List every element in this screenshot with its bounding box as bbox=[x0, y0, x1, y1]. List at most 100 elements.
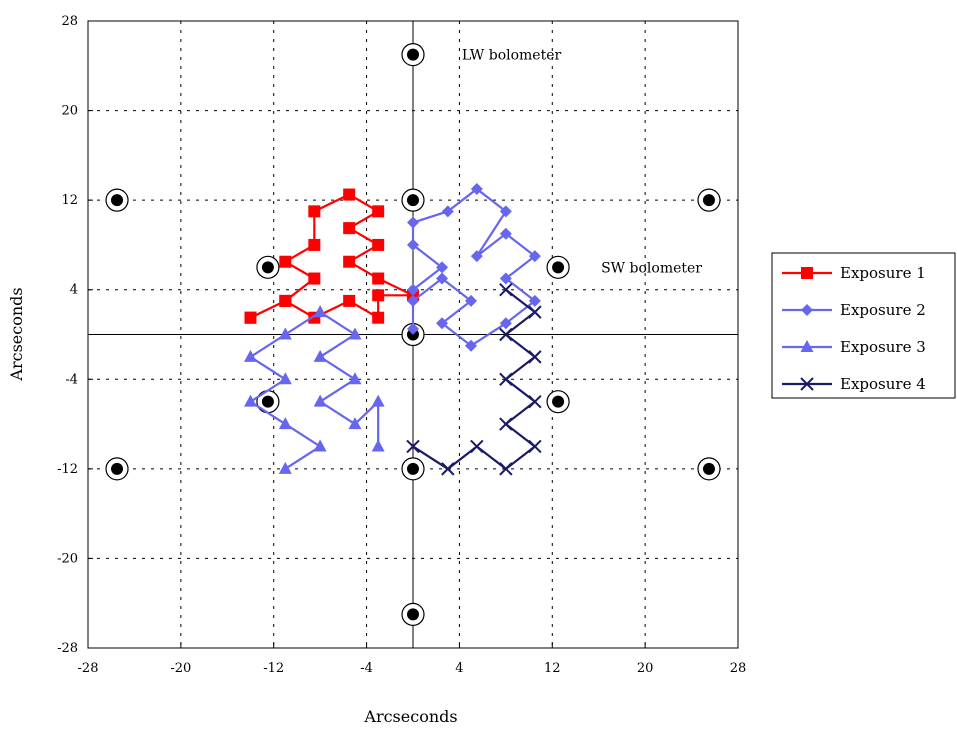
data-point bbox=[470, 182, 483, 195]
legend-marker bbox=[800, 377, 814, 391]
data-point bbox=[465, 339, 478, 352]
data-point bbox=[499, 417, 513, 431]
bolometer-dot bbox=[261, 395, 274, 408]
data-point bbox=[313, 394, 327, 407]
legend-marker bbox=[800, 340, 814, 352]
y-tick-label: -4 bbox=[65, 372, 78, 387]
data-point bbox=[407, 322, 419, 335]
bolometer bbox=[105, 188, 129, 212]
legend-entry: Exposure 1 bbox=[782, 264, 926, 282]
data-point bbox=[244, 394, 257, 407]
series bbox=[244, 182, 542, 476]
bolometer-dot bbox=[407, 608, 419, 621]
x-tick-label: 20 bbox=[637, 661, 654, 676]
series-line bbox=[250, 193, 414, 320]
bolometer-dot bbox=[261, 261, 274, 274]
data-point bbox=[407, 294, 419, 307]
legend-label: Exposure 3 bbox=[840, 338, 926, 356]
data-point bbox=[407, 216, 419, 229]
x-tick-label: -28 bbox=[78, 661, 99, 676]
data-point bbox=[528, 305, 542, 319]
data-point bbox=[371, 439, 385, 452]
series-3 bbox=[244, 305, 385, 474]
x-axis-label: Arcseconds bbox=[363, 707, 457, 726]
legend-entry: Exposure 2 bbox=[782, 301, 926, 319]
y-tick-label: 20 bbox=[61, 104, 78, 119]
data-point bbox=[278, 372, 292, 385]
x-tick-label: -12 bbox=[263, 661, 284, 676]
data-point bbox=[372, 238, 385, 251]
data-point bbox=[470, 250, 483, 263]
data-point bbox=[441, 205, 454, 218]
bolometer bbox=[401, 602, 425, 627]
data-point bbox=[308, 238, 321, 251]
data-point bbox=[244, 311, 257, 324]
data-point bbox=[470, 439, 484, 454]
data-point bbox=[313, 305, 327, 318]
data-point bbox=[499, 272, 512, 285]
bolometer bbox=[546, 255, 570, 279]
x-tick-label: 28 bbox=[730, 661, 747, 676]
data-point bbox=[313, 349, 327, 362]
x-tick-label: -20 bbox=[170, 661, 191, 676]
data-point bbox=[528, 439, 542, 454]
data-point bbox=[279, 294, 292, 307]
data-point bbox=[372, 205, 385, 218]
data-point bbox=[278, 417, 292, 430]
data-point bbox=[499, 317, 512, 330]
bolometer-dot bbox=[407, 194, 419, 207]
annotation: LW bolometer bbox=[462, 48, 562, 64]
x-tick-label: 12 bbox=[544, 661, 561, 676]
bolometer-dot bbox=[702, 194, 715, 207]
bolometer-dot bbox=[552, 261, 565, 274]
bolometer-dot bbox=[702, 462, 715, 475]
bolometer bbox=[697, 457, 721, 481]
x-tick-label: -4 bbox=[360, 661, 373, 676]
data-point bbox=[499, 205, 512, 218]
bolometer bbox=[546, 390, 570, 414]
data-point bbox=[343, 222, 356, 235]
legend-label: Exposure 4 bbox=[840, 375, 926, 393]
data-point bbox=[371, 394, 385, 407]
data-point bbox=[499, 283, 513, 297]
series-2 bbox=[407, 182, 541, 352]
data-point bbox=[313, 439, 327, 452]
bolometer-dot bbox=[111, 462, 124, 475]
series-1 bbox=[244, 188, 419, 324]
bolometer-dot bbox=[552, 395, 565, 408]
data-point bbox=[499, 372, 513, 386]
y-tick-label: -28 bbox=[57, 641, 78, 656]
bolometers bbox=[105, 42, 721, 627]
legend-marker bbox=[801, 267, 813, 279]
legend-label: Exposure 2 bbox=[840, 301, 926, 319]
legend-entry: Exposure 4 bbox=[782, 375, 926, 393]
data-point bbox=[528, 350, 542, 364]
data-point bbox=[278, 461, 292, 474]
data-point bbox=[308, 272, 321, 285]
legend-marker bbox=[801, 304, 813, 316]
legend-label: Exposure 1 bbox=[840, 264, 926, 282]
data-point bbox=[436, 272, 449, 285]
data-point bbox=[528, 294, 541, 307]
data-point bbox=[528, 394, 542, 409]
annotations: LW bolometer SW bolometer bbox=[462, 48, 702, 277]
bolometer bbox=[105, 457, 129, 481]
data-point bbox=[348, 417, 362, 430]
bolometer bbox=[401, 457, 425, 481]
data-point bbox=[348, 327, 362, 340]
tick-labels: -28 -20 -12 -4 4 12 20 28 -28 -20 -12 -4 4 12 20 28 bbox=[57, 14, 746, 676]
data-point bbox=[279, 255, 292, 268]
bolometer bbox=[256, 255, 280, 279]
data-point bbox=[407, 283, 419, 296]
bolometer-dot bbox=[111, 194, 124, 207]
annotation: SW bolometer bbox=[601, 260, 702, 276]
data-point bbox=[278, 327, 292, 340]
data-point bbox=[406, 439, 420, 454]
legend-entry: Exposure 3 bbox=[782, 338, 926, 356]
legend: Exposure 1 Exposure 2 Exposure 3 Exposure 4 bbox=[771, 252, 956, 399]
data-point bbox=[372, 289, 385, 302]
data-point bbox=[348, 372, 362, 385]
y-axis-label: Arcseconds bbox=[7, 287, 26, 381]
data-point bbox=[343, 188, 356, 201]
